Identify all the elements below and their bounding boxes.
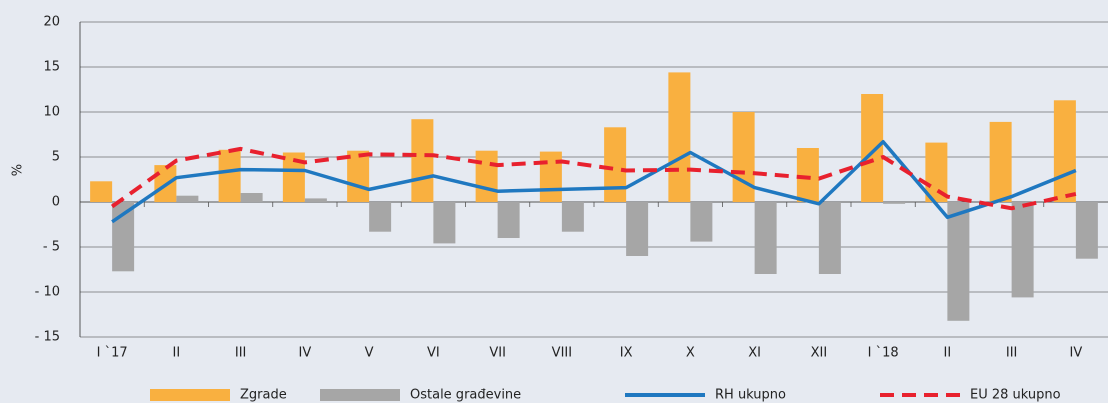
bar: [1011, 202, 1034, 298]
bar: [1075, 202, 1098, 259]
legend-swatch: [150, 389, 230, 401]
bar: [754, 202, 777, 274]
x-tick-label: VI: [427, 346, 440, 361]
legend-label: Ostale građevine: [410, 388, 521, 403]
bar: [369, 202, 392, 232]
x-tick-label: I `18: [868, 346, 899, 361]
bar: [475, 150, 498, 202]
legend-label: RH ukupno: [715, 388, 786, 403]
bar: [90, 181, 113, 202]
y-tick-label: - 15: [35, 330, 60, 345]
bar: [925, 142, 948, 202]
bar: [218, 149, 241, 202]
bar: [1053, 100, 1076, 202]
x-tick-label: XII: [811, 346, 828, 361]
y-tick-label: 5: [52, 150, 60, 165]
bar: [947, 202, 970, 321]
legend-label: EU 28 ukupno: [970, 388, 1061, 403]
x-tick-label: VII: [489, 346, 506, 361]
x-tick-label: IX: [620, 346, 633, 361]
bar: [690, 202, 713, 242]
bar: [282, 152, 305, 202]
y-tick-label: - 10: [35, 285, 60, 300]
x-tick-label: IV: [1070, 346, 1083, 361]
x-tick-label: X: [686, 346, 695, 361]
bar: [989, 121, 1012, 202]
bar: [818, 202, 841, 274]
x-tick-label: II: [944, 346, 952, 361]
x-tick-label: V: [365, 346, 374, 361]
bar: [240, 193, 263, 202]
y-tick-label: 20: [43, 15, 60, 30]
line-series: [111, 139, 1077, 224]
x-tick-label: III: [1006, 346, 1018, 361]
bar: [176, 195, 199, 202]
bar: [561, 202, 584, 232]
y-tick-label: 15: [43, 60, 60, 75]
bar: [668, 72, 691, 203]
y-tick-label: 0: [52, 195, 60, 210]
bar: [883, 202, 906, 204]
x-tick-label: I `17: [97, 346, 128, 361]
x-tick-label: XI: [748, 346, 761, 361]
legend-swatch: [320, 389, 400, 401]
bar: [604, 127, 627, 202]
y-tick-label: - 5: [43, 240, 60, 255]
y-axis-label: %: [11, 164, 26, 176]
x-tick-label: II: [173, 346, 181, 361]
x-tick-label: III: [235, 346, 247, 361]
bar: [411, 119, 434, 202]
bar: [497, 202, 520, 238]
x-tick-label: VIII: [552, 346, 572, 361]
x-tick-label: IV: [299, 346, 312, 361]
bar: [732, 112, 755, 202]
y-tick-label: 10: [43, 105, 60, 120]
line-series: [110, 146, 1077, 211]
bar: [304, 198, 327, 202]
bar: [433, 202, 456, 244]
bar: [796, 148, 819, 202]
bar: [539, 151, 562, 202]
bar: [861, 94, 884, 202]
legend-label: Zgrade: [240, 388, 287, 403]
bar: [626, 202, 649, 256]
